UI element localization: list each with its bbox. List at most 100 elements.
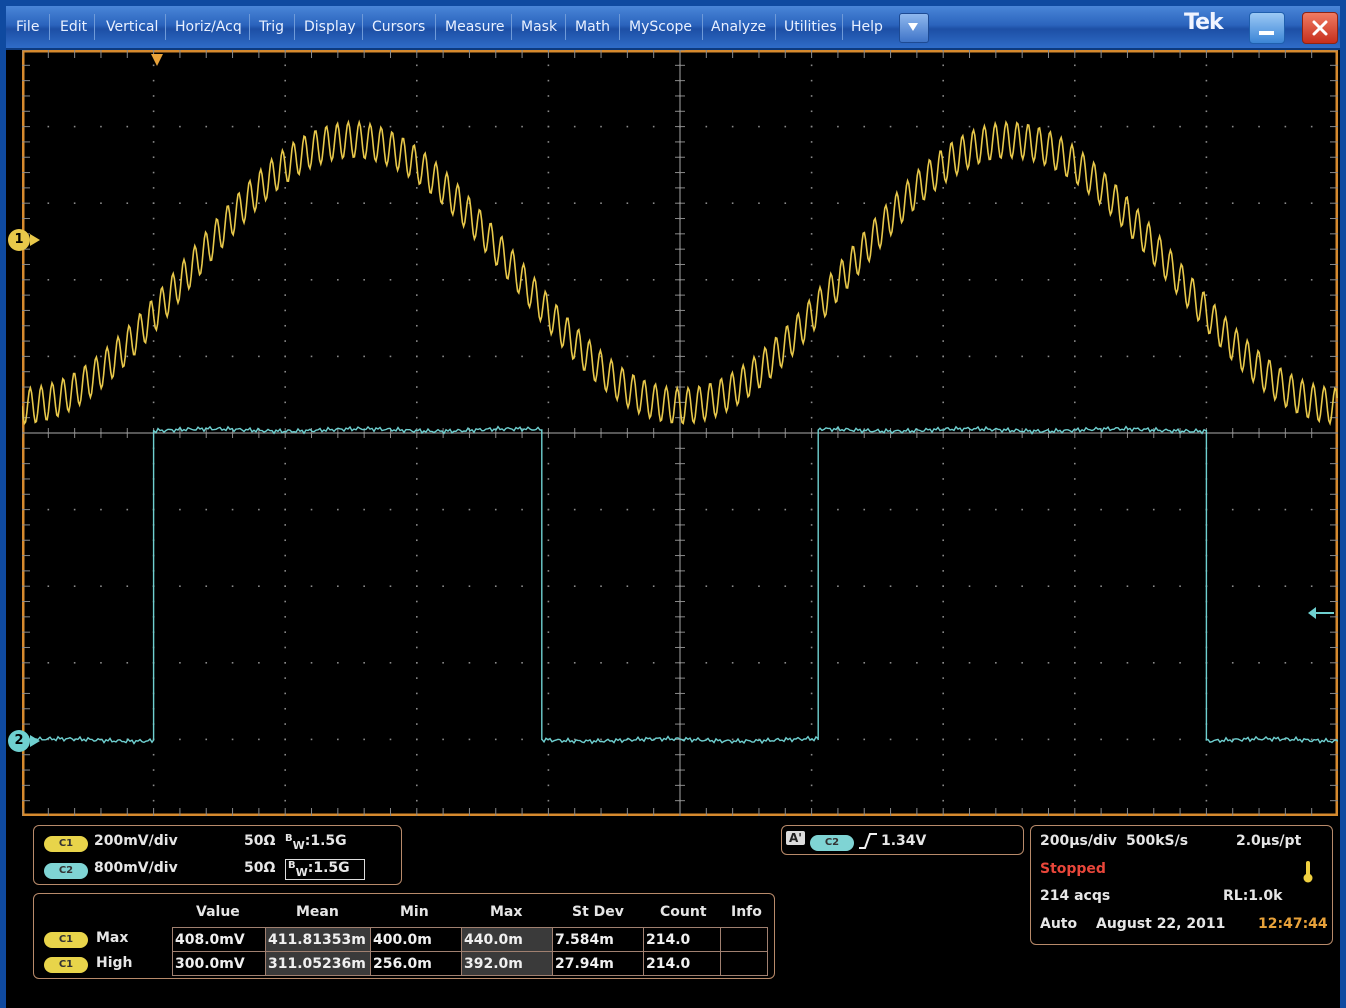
record-length: RL:1.0k: [1223, 888, 1283, 904]
grid-dot: [1205, 324, 1208, 327]
grid-dot: [837, 355, 839, 358]
grid-dot: [837, 279, 839, 281]
grid-dot: [100, 585, 102, 587]
grid-dot: [731, 355, 734, 358]
grid-dot: [231, 125, 234, 128]
grid-dot: [942, 723, 944, 725]
grid-dot: [547, 416, 550, 419]
grid-dot: [284, 263, 286, 266]
grid-dot: [284, 692, 286, 695]
channel-settings-box[interactable]: [33, 825, 402, 885]
menu-horiz-acq[interactable]: Horiz/Acq: [175, 19, 242, 35]
trigger-level-arrow[interactable]: [1308, 607, 1334, 619]
grid-dot: [731, 125, 734, 128]
grid-dot: [758, 662, 760, 664]
grid-dot: [547, 370, 550, 373]
grid-dot: [152, 110, 155, 113]
grid-dot: [416, 493, 418, 496]
grid-dot: [1258, 508, 1260, 511]
menu-file[interactable]: File: [16, 19, 40, 35]
grid-dot: [1284, 508, 1287, 511]
menu-cursors[interactable]: Cursors: [372, 19, 426, 35]
ch2-bandwidth[interactable]: BW:1.5G: [285, 859, 365, 880]
ch1-ground-marker[interactable]: 1: [8, 229, 30, 251]
grid-dot: [47, 585, 50, 587]
grid-dot: [1100, 662, 1102, 664]
grid-dot: [521, 662, 523, 664]
grid-dot: [573, 508, 576, 511]
grid-dot: [916, 279, 918, 281]
menu-edit[interactable]: Edit: [60, 19, 88, 35]
ch2-impedance: 50Ω: [244, 860, 276, 876]
grid-dot: [310, 738, 313, 741]
grid-dot: [179, 738, 181, 741]
grid-dot: [494, 125, 497, 128]
menu-dropdown-button[interactable]: [899, 13, 929, 43]
grid-dot: [784, 585, 787, 587]
grid-dot: [889, 508, 892, 511]
menu-display[interactable]: Display: [304, 19, 356, 35]
minimize-button[interactable]: [1249, 12, 1285, 44]
meas-cell-mean: 311.05236m: [265, 951, 371, 976]
grid-dot: [1179, 585, 1181, 587]
grid-dot: [626, 585, 629, 587]
grid-dot: [547, 79, 550, 82]
grid-dot: [1205, 294, 1208, 296]
close-button[interactable]: [1302, 12, 1338, 44]
grid-dot: [1047, 202, 1050, 204]
menu-help[interactable]: Help: [851, 19, 883, 35]
table-row[interactable]: 300.0mV 311.05236m 256.0m 392.0m 27.94m …: [172, 951, 768, 976]
grid-dot: [416, 738, 418, 741]
grid-dot: [810, 324, 813, 327]
menu-measure[interactable]: Measure: [445, 19, 505, 35]
grid-dot: [100, 662, 102, 664]
ch2-ground-marker[interactable]: 2: [8, 730, 30, 752]
ch2-waveform: [22, 425, 1338, 745]
menu-myscope[interactable]: MyScope: [629, 19, 693, 35]
grid-dot: [152, 248, 155, 250]
menu-mask[interactable]: Mask: [521, 19, 558, 35]
rising-edge-icon: [859, 833, 877, 849]
waveform-graticule[interactable]: [22, 50, 1338, 816]
grid-dot: [416, 585, 418, 587]
grid-dot: [494, 585, 497, 587]
grid-dot: [1074, 738, 1076, 741]
ch1-impedance: 50Ω: [244, 833, 276, 849]
grid-dot: [337, 662, 339, 664]
acquisition-box[interactable]: [1030, 825, 1333, 945]
menu-separator: [842, 14, 843, 40]
grid-dot: [416, 723, 418, 725]
grid-dot: [626, 202, 629, 204]
grid-dot: [205, 202, 208, 204]
grid-dot: [1126, 125, 1129, 128]
menu-separator: [49, 14, 50, 40]
menu-math[interactable]: Math: [575, 19, 611, 35]
grid-dot: [1310, 202, 1313, 204]
grid-dot: [547, 355, 550, 358]
measurement-box[interactable]: [33, 893, 775, 979]
menu-vertical[interactable]: Vertical: [106, 19, 159, 35]
table-row[interactable]: 408.0mV 411.81353m 400.0m 440.0m 7.584m …: [172, 927, 768, 952]
grid-dot: [942, 401, 944, 404]
grid-dot: [1074, 539, 1076, 542]
ch2-bw-value: :1.5G: [307, 860, 350, 876]
trigger-level: 1.34V: [881, 833, 927, 849]
grid-dot: [942, 187, 944, 189]
meas-row1-name: Max: [96, 930, 129, 946]
grid-dot: [942, 95, 944, 97]
trigger-a-label: A': [786, 831, 805, 845]
grid-dot: [468, 355, 471, 358]
menu-utilities[interactable]: Utilities: [784, 19, 837, 35]
grid-dot: [652, 355, 655, 358]
menu-trig[interactable]: Trig: [259, 19, 285, 35]
menu-separator: [702, 14, 703, 40]
trigger-settings-box[interactable]: [781, 825, 1024, 855]
grid-dot: [1205, 79, 1208, 82]
ch1-bw-prefix: B: [285, 833, 293, 844]
grid-dot: [810, 462, 813, 465]
grid-dot: [1100, 279, 1102, 281]
grid-dot: [1126, 355, 1129, 358]
menu-analyze[interactable]: Analyze: [711, 19, 767, 35]
grid-dot: [363, 125, 365, 128]
grid-dot: [547, 279, 550, 281]
